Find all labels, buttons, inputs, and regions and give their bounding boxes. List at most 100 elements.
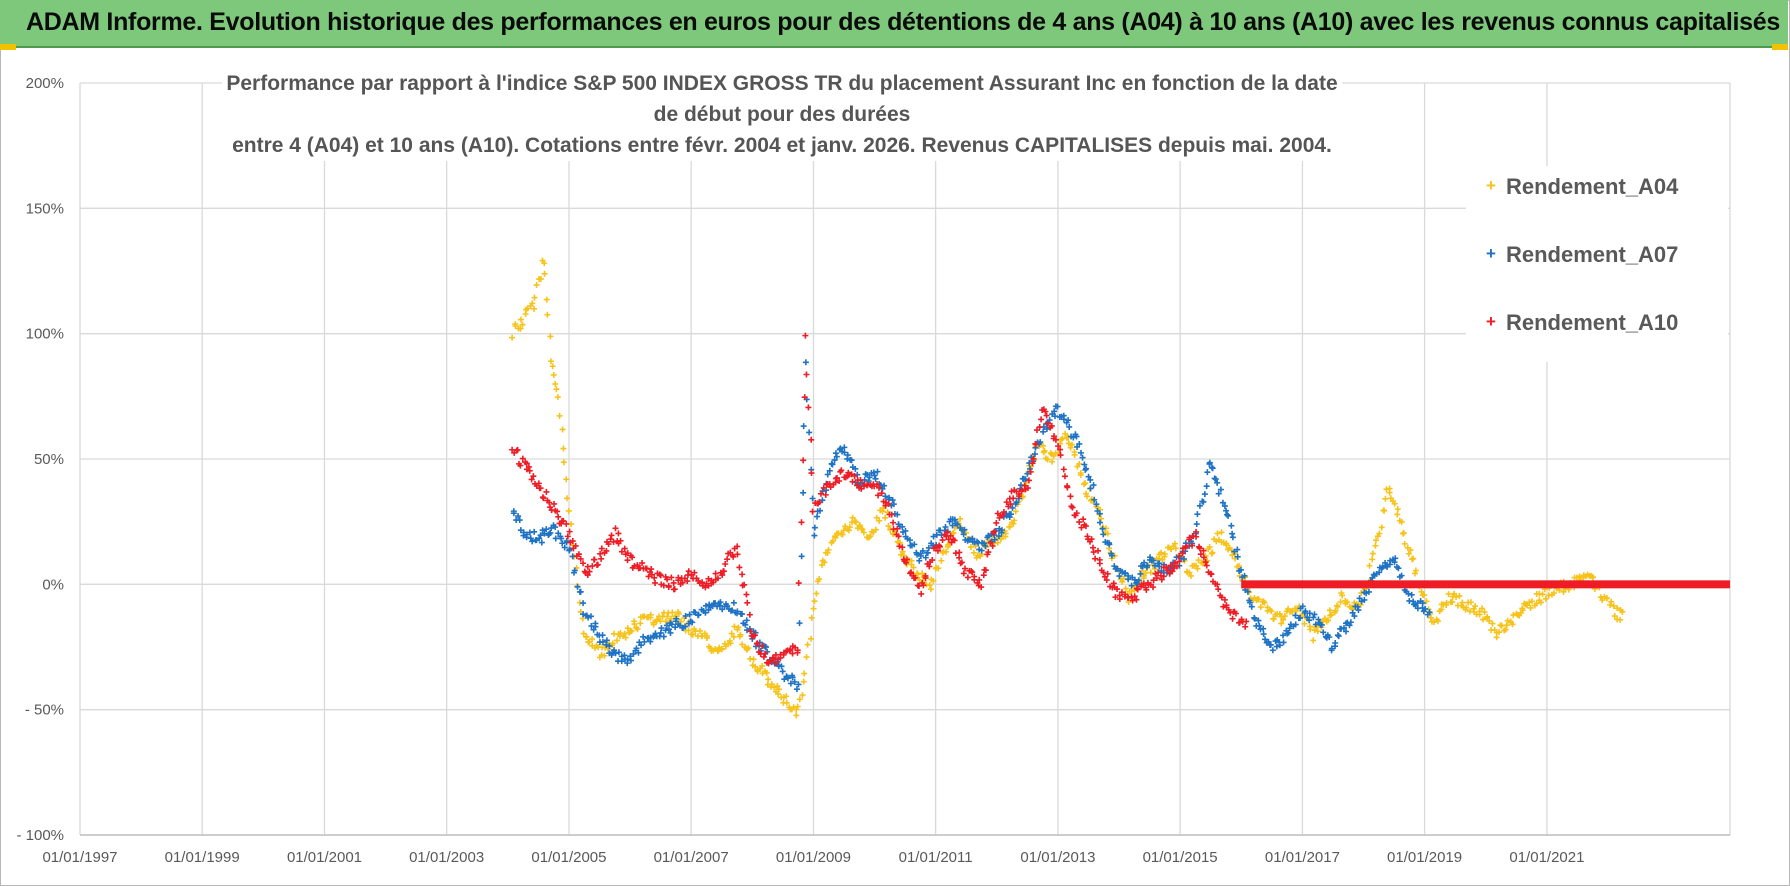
data-point [1405,590,1412,597]
data-point [789,650,796,657]
data-point [882,493,889,500]
data-point [739,571,746,578]
data-point [583,633,590,640]
data-point [914,551,921,558]
data-point [688,571,695,578]
data-point [922,554,929,561]
data-point [1069,504,1076,511]
data-point [873,514,880,521]
data-point [654,616,661,623]
data-point [645,573,652,580]
data-point [1463,604,1470,611]
data-point [564,533,571,540]
data-point [800,678,807,685]
data-point [724,556,731,563]
data-point [956,549,963,556]
data-point [656,571,663,578]
data-point [1134,586,1141,593]
data-point [1302,608,1309,615]
data-point [1036,424,1043,431]
data-point [1010,495,1017,502]
y-tick-label: - 100% [16,827,64,844]
data-point [1161,551,1168,558]
data-point [547,358,554,365]
data-point [1171,540,1178,547]
data-point [537,485,544,492]
data-point [523,460,530,467]
data-point [560,445,567,452]
data-point [719,572,726,579]
data-point [944,528,951,535]
data-point [628,627,635,634]
data-point [664,613,671,620]
data-point [779,668,786,675]
data-point [1255,596,1262,603]
data-point [609,640,616,647]
data-point [947,532,954,539]
data-point [523,534,530,541]
x-tick-label: 01/01/2001 [287,849,362,866]
data-point [1147,569,1154,576]
data-point [1083,465,1090,472]
data-point [1339,592,1346,599]
data-point [1049,458,1056,465]
data-point [1174,563,1181,570]
data-point [554,508,561,515]
data-point [1055,443,1062,450]
data-point [1560,588,1567,595]
data-point [1194,511,1201,518]
data-point [1610,602,1617,609]
data-point [841,444,848,451]
data-point [1208,571,1215,578]
data-point [612,650,619,657]
data-point [739,611,746,618]
data-point [1407,547,1414,554]
data-point [808,614,815,621]
data-point [995,533,1002,540]
data-point [1164,567,1171,574]
data-point [969,569,976,576]
data-point [730,633,737,640]
data-point [798,553,805,560]
data-point [702,584,709,591]
data-point [672,624,679,631]
data-point [543,526,550,533]
data-point [1365,588,1372,595]
data-point [1292,621,1299,628]
data-point [1408,591,1415,598]
data-point [531,294,538,301]
title-banner: ADAM Informe. Evolution historique des p… [0,0,1788,48]
series-Rendement_A10 [509,332,1250,667]
data-point [903,556,910,563]
data-point [695,611,702,618]
data-point [667,629,674,636]
data-point [1041,447,1048,454]
data-point [563,538,570,545]
data-point [806,429,813,436]
data-point [1076,460,1083,467]
data-point [976,576,983,583]
data-point [1160,573,1167,580]
data-point [949,522,956,529]
data-point [641,638,648,645]
data-point [809,495,816,502]
data-point [1270,615,1277,622]
data-point [1386,489,1393,496]
data-point [512,321,519,328]
x-tick-label: 01/01/1999 [165,849,240,866]
data-point [1310,614,1317,621]
legend-label-a07: Rendement_A07 [1506,242,1679,267]
data-point [652,579,659,586]
data-point [989,543,996,550]
data-point [572,542,579,549]
data-point [994,539,1001,546]
data-point [691,569,698,576]
data-point [744,627,751,634]
data-point [1206,459,1213,466]
data-point [1410,598,1417,605]
x-tick-label: 01/01/2011 [899,849,973,866]
data-point [816,576,823,583]
data-point [1133,596,1140,603]
data-point [549,363,556,370]
data-point [1100,531,1107,538]
